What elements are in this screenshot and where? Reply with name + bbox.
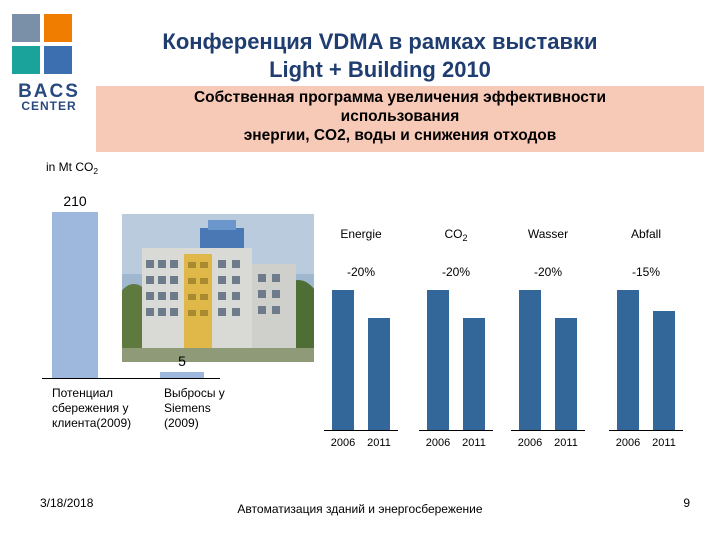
unit-label-subscript: 2 — [93, 166, 99, 176]
right-chart-bar-4-2 — [653, 311, 675, 430]
right-chart-group-name-2: CO2 — [444, 227, 467, 243]
slide-title: Конференция VDMA в рамках выставки Light… — [100, 28, 660, 84]
left-chart-category-1: Потенциал сбережения у клиента(2009) — [52, 386, 131, 431]
banner-line3: энергии, CO2, воды и снижения отходов — [243, 127, 557, 144]
bacs-logo — [12, 14, 82, 134]
banner-line2: использования — [340, 108, 460, 125]
right-chart-x-label-1-2: 2011 — [367, 437, 391, 449]
footer-date: 3/18/2018 — [40, 496, 94, 510]
right-chart-group-name-4: Abfall — [631, 227, 661, 241]
right-chart-change-label-4: -15% — [632, 265, 660, 279]
left-chart-bar-1 — [52, 212, 98, 378]
logo-square-1 — [12, 14, 40, 42]
logo-text: BACS CENTER — [12, 81, 86, 114]
left-chart-bar-2 — [160, 372, 204, 378]
footer-page-number: 9 — [683, 496, 690, 510]
right-chart-bar-2-2 — [463, 318, 485, 430]
right-chart-bar-3-1 — [519, 290, 541, 430]
right-chart-x-label-2-2: 2011 — [462, 437, 486, 449]
left-chart-category-2: Выбросы у Siemens (2009) — [164, 386, 225, 431]
slide-title-line1: Конференция VDMA в рамках выставки — [162, 29, 598, 54]
building-photo — [122, 214, 314, 362]
right-chart-change-label-2: -20% — [442, 265, 470, 279]
right-chart-group-name-1: Energie — [340, 227, 382, 241]
left-chart-baseline — [42, 378, 220, 379]
right-chart-x-label-2-1: 2006 — [426, 437, 450, 449]
logo-square-4 — [44, 46, 72, 74]
unit-label-text: in Mt CO — [46, 160, 94, 174]
right-chart-group-name-subscript-2: 2 — [462, 233, 467, 243]
subtitle-banner — [96, 86, 704, 152]
right-chart-bar-1-1 — [332, 290, 354, 430]
left-chart-category-2-line-1: Выбросы у — [164, 386, 225, 400]
right-chart-bar-1-2 — [368, 318, 390, 430]
left-chart-data-label-2: 5 — [178, 353, 186, 369]
left-chart-category-1-line-1: Потенциал — [52, 386, 113, 400]
banner-line1: Собственная программа увеличения эффекти… — [193, 89, 607, 106]
left-chart-data-label-1: 210 — [63, 193, 87, 209]
footer-title: Автоматизация зданий и энергосбережение — [237, 502, 483, 516]
left-chart-category-2-line-2: Siemens — [164, 401, 211, 415]
logo-text-bacs: BACS — [18, 81, 80, 102]
left-chart-category-1-line-3: клиента(2009) — [52, 416, 132, 430]
subtitle-banner-text: Собственная программа увеличения эффекти… — [96, 88, 704, 145]
left-chart-category-2-line-3: (2009) — [164, 416, 199, 430]
building-illustration — [122, 214, 314, 362]
left-chart-category-1-line-2: сбережения у — [52, 401, 129, 415]
logo-text-center: CENTER — [21, 99, 77, 113]
right-chart-bar-2-1 — [427, 290, 449, 430]
right-chart-change-label-1: -20% — [347, 265, 375, 279]
left-chart-unit-label: in Mt CO2 — [46, 160, 98, 176]
right-chart-x-label-3-1: 2006 — [518, 437, 542, 449]
logo-square-3 — [12, 46, 40, 74]
right-chart-group-name-3: Wasser — [528, 227, 568, 241]
right-chart-x-label-1-1: 2006 — [331, 437, 355, 449]
right-chart-bar-4-1 — [617, 290, 639, 430]
right-chart-change-label-3: -20% — [534, 265, 562, 279]
right-chart-x-label-4-1: 2006 — [616, 437, 640, 449]
right-chart-x-label-4-2: 2011 — [652, 437, 676, 449]
right-chart-x-label-3-2: 2011 — [554, 437, 578, 449]
right-chart-bar-3-2 — [555, 318, 577, 430]
slide-title-line2: Light + Building 2010 — [269, 57, 491, 82]
logo-square-2 — [44, 14, 72, 42]
